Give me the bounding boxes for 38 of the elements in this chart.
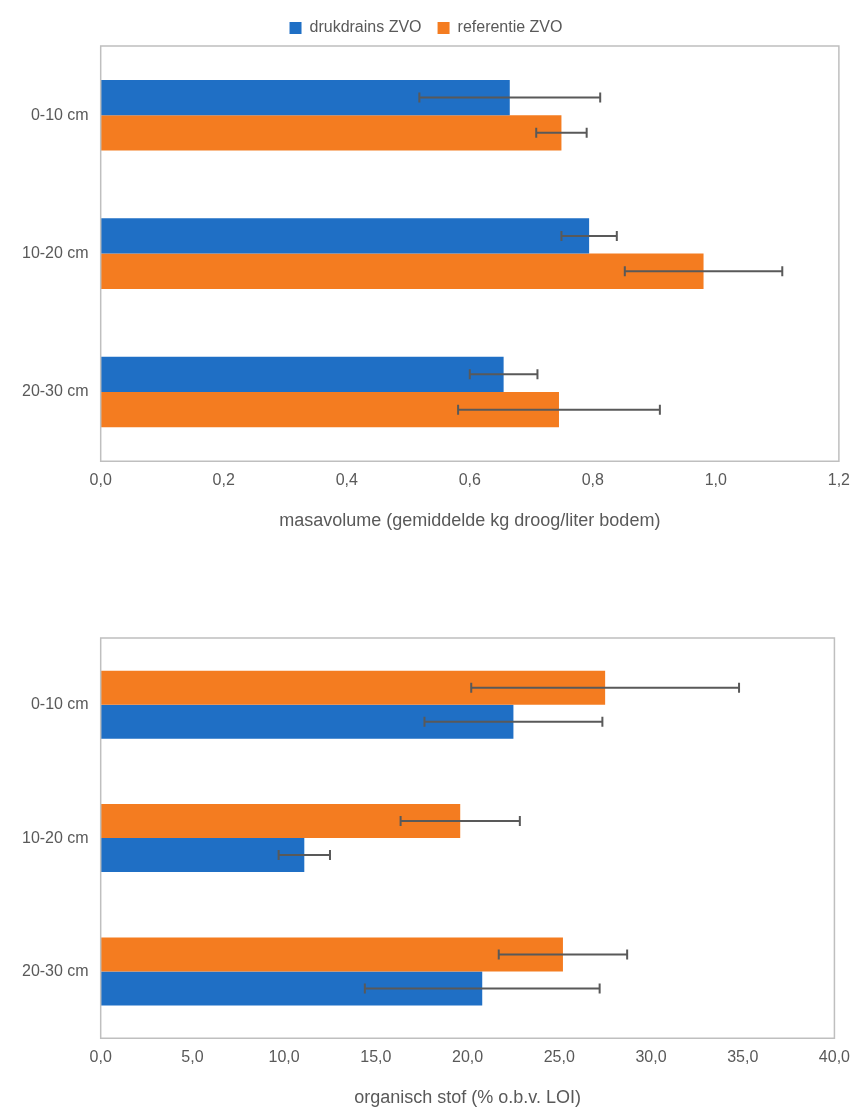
y-tick-label: 20-30 cm — [21, 382, 89, 400]
legend-label: referentie ZVO — [457, 18, 563, 36]
legend-label: drukdrains ZVO — [309, 18, 422, 36]
x-tick-label: 10,0 — [268, 1048, 300, 1066]
bar — [100, 356, 504, 392]
x-tick-label: 25,0 — [543, 1048, 575, 1066]
x-tick-label: 30,0 — [635, 1048, 667, 1066]
x-tick-label: 0,4 — [335, 471, 358, 489]
bar — [100, 704, 514, 739]
bar — [100, 670, 606, 705]
x-tick-label: 0,8 — [581, 471, 605, 489]
x-tick-label: 0,0 — [89, 1048, 112, 1066]
y-tick-label: 10-20 cm — [21, 244, 89, 262]
bar — [100, 804, 461, 839]
bar — [100, 937, 563, 972]
x-tick-label: 1,0 — [704, 471, 728, 489]
x-tick-label: 20,0 — [451, 1048, 484, 1066]
x-tick-label: 0,0 — [89, 471, 112, 489]
y-tick-label: 0-10 cm — [30, 695, 89, 713]
x-tick-label: 40,0 — [818, 1048, 851, 1066]
bar — [100, 79, 510, 116]
y-tick-label: 0-10 cm — [30, 105, 89, 123]
x-tick-label: 5,0 — [181, 1048, 204, 1066]
bar — [100, 392, 559, 428]
y-tick-label: 20-30 cm — [21, 961, 89, 979]
bar — [100, 971, 483, 1006]
bar — [100, 218, 590, 254]
x-axis-title: masavolume (gemiddelde kg droog/liter bodem) — [279, 510, 661, 531]
x-tick-label: 35,0 — [727, 1048, 759, 1066]
y-tick-label: 10-20 cm — [21, 828, 89, 846]
bar — [100, 253, 704, 289]
x-tick-label: 0,6 — [458, 471, 482, 489]
bar — [100, 838, 305, 873]
x-axis-title: organisch stof (% o.b.v. LOI) — [354, 1087, 581, 1108]
bar — [100, 115, 562, 151]
x-tick-label: 0,2 — [212, 471, 235, 489]
x-tick-label: 1,2 — [827, 471, 851, 489]
x-tick-label: 15,0 — [360, 1048, 392, 1066]
